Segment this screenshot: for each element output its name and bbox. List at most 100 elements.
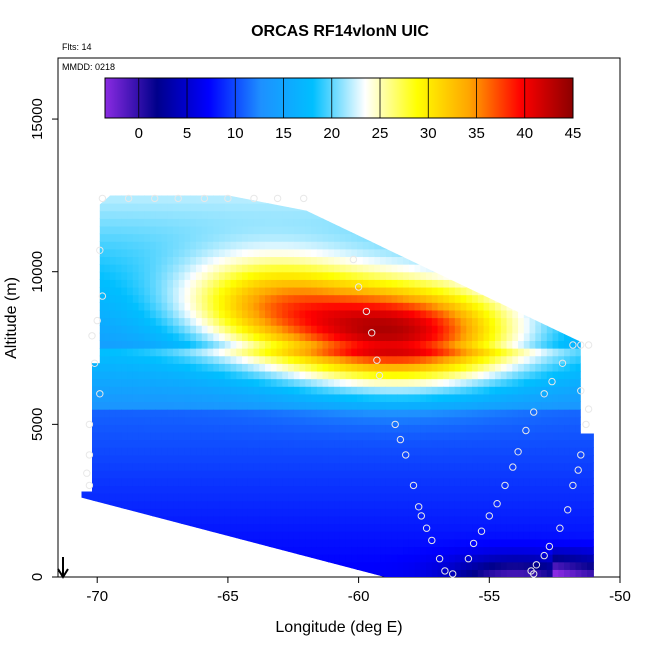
heat-cell <box>311 561 318 570</box>
heat-cell <box>259 470 266 479</box>
heat-cell <box>219 431 226 441</box>
heat-cell <box>242 447 249 456</box>
heat-cell <box>599 394 605 402</box>
heat-cell <box>506 317 513 326</box>
heat-cell <box>477 409 485 418</box>
heat-cell <box>115 454 122 464</box>
heat-cell <box>581 286 588 296</box>
heat-cell <box>184 355 191 364</box>
heat-cell <box>236 439 243 448</box>
heat-cell <box>242 264 249 273</box>
heat-cell <box>495 424 502 433</box>
heat-cell <box>196 462 203 471</box>
heat-cell <box>196 348 203 357</box>
heat-cell <box>253 302 260 311</box>
heat-cell <box>546 355 554 364</box>
heat-cell <box>587 431 594 441</box>
heat-cell <box>443 431 450 441</box>
heat-cell <box>495 264 502 273</box>
heat-cell <box>460 241 467 250</box>
heat-cell <box>293 264 301 273</box>
heat-cell <box>127 309 134 319</box>
heat-cell <box>213 210 220 219</box>
heat-cell <box>247 485 255 494</box>
heat-cell <box>81 355 82 364</box>
heat-cell <box>64 379 70 387</box>
heat-cell <box>253 370 260 380</box>
heat-cell <box>523 325 531 334</box>
heat-cell <box>230 317 237 326</box>
heat-cell <box>483 264 490 273</box>
heat-cell <box>109 355 117 364</box>
heat-cell <box>437 325 444 334</box>
heat-cell <box>213 195 220 196</box>
heat-cell <box>322 348 329 357</box>
heat-cell <box>426 546 433 555</box>
heat-cell <box>58 470 64 478</box>
heat-cell <box>259 203 266 212</box>
heat-cell <box>316 233 324 242</box>
heat-cell <box>575 248 582 258</box>
heat-cell <box>575 416 582 425</box>
heat-cell <box>483 233 490 242</box>
heat-cell <box>213 348 220 357</box>
heat-cell <box>167 554 174 563</box>
heat-cell <box>449 309 456 319</box>
heat-cell <box>351 180 357 188</box>
heat-cell <box>489 500 496 509</box>
heat-cell <box>581 447 588 456</box>
heat-cell <box>420 355 427 364</box>
heat-cell <box>345 493 352 502</box>
heat-cell <box>247 218 255 227</box>
heat-cell <box>293 386 301 395</box>
heat-cell <box>98 424 105 433</box>
heat-cell <box>276 348 283 357</box>
heat-cell <box>380 416 387 425</box>
heat-cell <box>466 294 473 303</box>
heat-cell <box>368 493 375 502</box>
heat-cell <box>495 431 502 441</box>
heat-cell <box>81 431 82 441</box>
heat-cell <box>311 218 318 227</box>
heat-cell <box>460 386 467 395</box>
heat-cell <box>523 241 531 250</box>
heat-cell <box>81 477 82 487</box>
heat-cell <box>420 233 427 242</box>
heat-cell <box>288 294 295 303</box>
heat-cell <box>253 248 260 258</box>
heat-cell <box>466 248 473 258</box>
heat-cell <box>58 546 64 554</box>
heat-cell <box>311 195 318 196</box>
heat-cell <box>443 370 450 380</box>
heat-cell <box>403 424 410 433</box>
heat-cell <box>161 225 168 235</box>
heat-cell <box>127 370 134 380</box>
heat-cell <box>454 271 462 280</box>
heat-cell <box>316 302 324 311</box>
heat-cell <box>426 317 433 326</box>
heat-cell <box>500 424 508 433</box>
heat-cell <box>219 256 226 265</box>
heat-cell <box>173 195 180 204</box>
heat-cell <box>385 554 393 563</box>
heat-cell <box>265 401 272 410</box>
heat-cell <box>408 454 416 464</box>
heat-cell <box>316 546 324 555</box>
heat-cell <box>276 538 283 548</box>
heat-cell <box>178 317 186 326</box>
heat-cell <box>437 378 444 387</box>
heat-cell <box>242 256 249 265</box>
heat-cell <box>132 340 140 349</box>
heat-cell <box>443 508 450 517</box>
heat-cell <box>259 538 266 548</box>
heat-cell <box>523 477 531 487</box>
heat-cell <box>242 538 249 548</box>
heat-cell <box>322 340 329 349</box>
heat-cell <box>115 286 122 296</box>
heat-cell <box>64 424 70 432</box>
heat-cell <box>144 256 151 265</box>
heat-cell <box>305 248 312 258</box>
heat-cell <box>86 569 94 577</box>
heat-cell <box>569 569 577 577</box>
heat-cell <box>385 195 393 196</box>
